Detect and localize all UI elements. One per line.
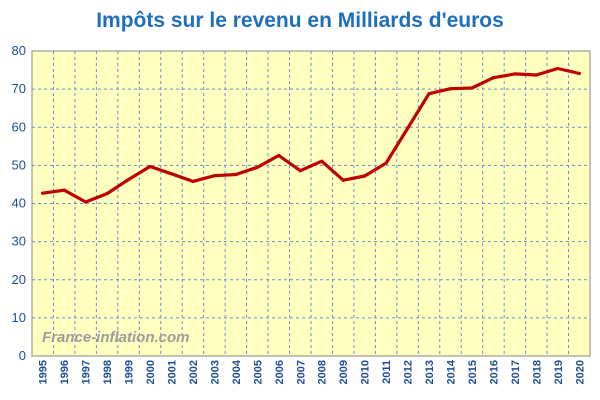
y-tick-label: 40 [12,196,26,211]
x-axis: 1995 1996 1997 1998 1999 2000 2001 2002 2003 2004… [38,359,587,384]
data-point [448,87,453,91]
x-tick-label: 2012 [403,360,415,384]
data-point [277,153,281,158]
x-tick-label: 2004 [231,359,243,384]
x-tick-label: 2015 [467,360,479,384]
y-tick-label: 10 [12,310,26,325]
data-point [427,92,431,96]
x-tick-label: 2009 [338,360,350,384]
x-tick-label: 2017 [510,360,522,384]
data-point [126,177,131,182]
y-tick-label: 0 [19,348,26,363]
data-point [341,178,345,182]
x-tick-label: 2011 [381,360,393,384]
data-point [363,174,367,178]
data-point [320,159,324,163]
x-tick-label: 2019 [553,360,565,384]
x-tick-label: 1997 [81,360,93,384]
y-tick-label: 70 [12,81,26,96]
data-point [84,200,88,204]
plot-border [31,50,591,357]
data-point [234,172,238,177]
x-tick-label: 2002 [188,360,200,384]
x-tick-label: 2010 [360,360,372,384]
series-layer [41,66,581,204]
data-point [191,179,195,183]
x-tick-label: 2014 [446,359,458,384]
y-tick-label: 80 [12,43,26,58]
x-tick-label: 2018 [531,360,543,384]
data-point [470,86,474,90]
data-point [169,172,174,176]
x-tick-label: 1999 [124,360,136,384]
x-tick-label: 2020 [574,360,586,384]
x-tick-label: 2013 [424,360,436,384]
x-tick-label: 2001 [167,360,179,384]
data-point [212,174,217,178]
y-tick-label: 50 [12,157,26,172]
data-point [534,73,538,77]
y-tick-label: 60 [12,119,26,134]
x-tick-label: 2000 [145,360,157,384]
x-tick-label: 1995 [38,360,50,384]
chart-title: Impôts sur le revenu en Milliards d'euro… [96,9,504,32]
watermark: France-inflation.com [42,329,190,346]
data-point [105,191,109,196]
data-point [513,72,517,76]
x-tick-label: 1998 [102,360,114,384]
x-tick-label: 2008 [317,360,329,384]
data-point [405,126,410,130]
data-point [41,191,45,195]
data-point [491,76,496,80]
data-point [384,161,388,165]
data-point [255,165,259,169]
data-point [148,164,152,169]
data-point [577,71,581,76]
y-tick-label: 20 [12,272,26,287]
y-tick-label: 30 [12,234,26,249]
x-tick-label: 2005 [252,360,264,384]
x-tick-label: 2016 [488,360,500,384]
series-line [41,66,581,204]
x-tick-label: 2006 [274,360,286,384]
x-tick-label: 2007 [295,360,307,384]
data-point [298,169,302,173]
y-axis: 0 10 20 30 40 50 60 70 80 [12,43,26,363]
x-tick-label: 2003 [209,360,221,384]
x-tick-label: 1996 [59,360,71,384]
data-point [556,66,560,71]
data-point [62,188,66,192]
